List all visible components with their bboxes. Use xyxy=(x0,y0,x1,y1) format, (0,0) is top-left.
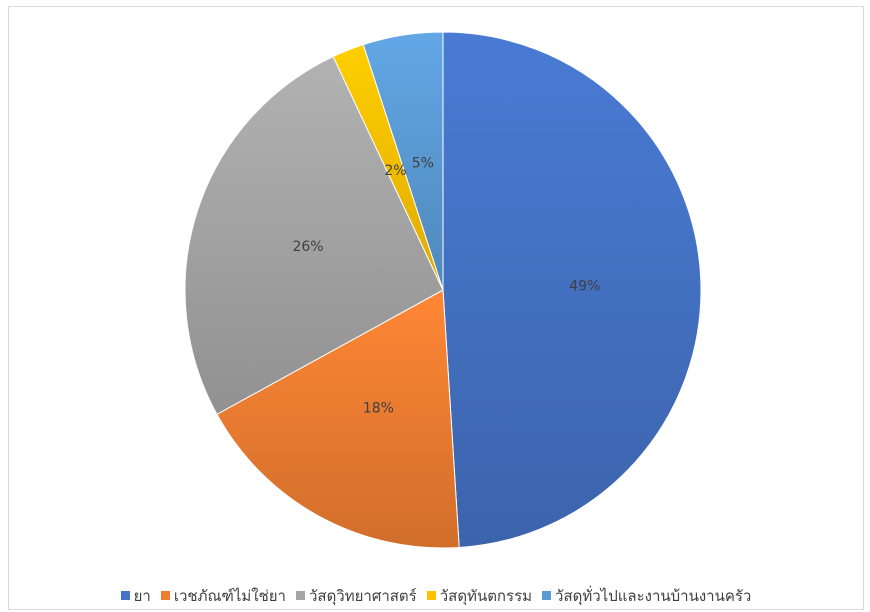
legend-swatch-4 xyxy=(542,591,552,600)
pie-slice-1 xyxy=(216,289,460,549)
legend: ยา เวชภัณฑ์ไม่ใช่ยา วัสดุวิทยาศาสตร์ วัสดุท… xyxy=(9,584,863,608)
legend-label-1: เวชภัณฑ์ไม่ใช่ยา xyxy=(173,587,286,605)
legend-item-0: ยา xyxy=(120,584,151,608)
legend-item-2: วัสดุวิทยาศาสตร์ xyxy=(295,584,417,608)
data-label-2: 26% xyxy=(292,239,323,255)
legend-label-0: ยา xyxy=(133,587,151,605)
pie-slice-4 xyxy=(362,31,444,291)
legend-swatch-1 xyxy=(160,591,170,600)
legend-label-2: วัสดุวิทยาศาสตร์ xyxy=(308,587,417,605)
legend-item-1: เวชภัณฑ์ไม่ใช่ยา xyxy=(160,584,286,608)
legend-swatch-3 xyxy=(426,591,436,600)
legend-item-3: วัสดุทันตกรรม xyxy=(426,584,533,608)
chart-frame: 49% 18% 26% 2% 5% ยา เวชภัณฑ์ไม่ใช่ยา วัสดุวิท… xyxy=(8,6,864,610)
legend-label-4: วัสดุทั่วไปและงานบ้านงานครัว xyxy=(555,587,752,605)
pie-chart: 49% 18% 26% 2% 5% xyxy=(184,31,702,549)
legend-swatch-0 xyxy=(120,591,130,600)
legend-swatch-2 xyxy=(295,591,305,600)
legend-label-3: วัสดุทันตกรรม xyxy=(439,587,533,605)
data-label-4: 5% xyxy=(412,156,434,172)
pie-slice-0 xyxy=(442,31,702,549)
data-label-0: 49% xyxy=(569,279,600,295)
legend-item-4: วัสดุทั่วไปและงานบ้านงานครัว xyxy=(542,584,751,608)
pie-slice-2 xyxy=(184,55,444,415)
data-label-3: 2% xyxy=(384,163,406,179)
data-label-1: 18% xyxy=(363,401,394,417)
